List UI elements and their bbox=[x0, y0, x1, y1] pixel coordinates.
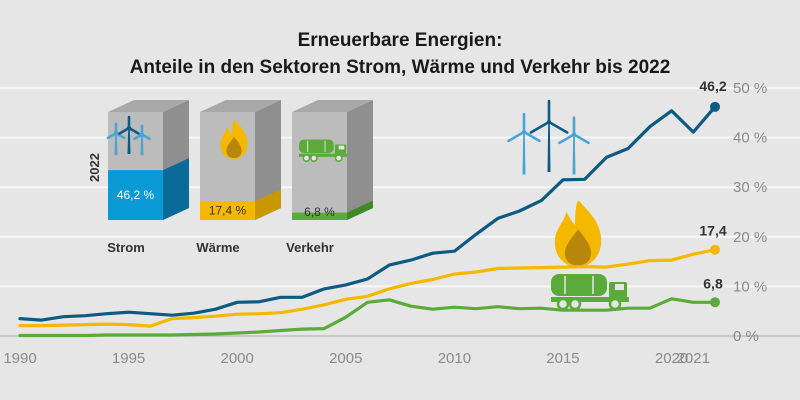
cube-value-label: 17,4 % bbox=[209, 204, 247, 218]
series-end-point-verkehr bbox=[710, 297, 720, 308]
cube-value-label: 6,8 % bbox=[304, 205, 335, 219]
y-tick-label: 10 % bbox=[733, 278, 767, 295]
cube-year-label: 2022 bbox=[87, 153, 102, 182]
x-tick-label: 2020 bbox=[655, 350, 688, 367]
chart-title: Erneuerbare Energien: bbox=[298, 30, 503, 51]
cube-value-label: 46,2 % bbox=[117, 188, 155, 202]
x-tick-label: 2021 bbox=[677, 350, 710, 367]
y-tick-label: 50 % bbox=[733, 80, 767, 97]
series-line-waerme bbox=[18, 248, 717, 328]
series-line-verkehr bbox=[18, 297, 717, 338]
end-value-label-strom: 46,2 bbox=[699, 78, 726, 94]
x-tick-label: 2005 bbox=[329, 350, 362, 367]
end-value-label-waerme: 17,4 bbox=[699, 223, 726, 239]
series-end-point-waerme bbox=[710, 244, 720, 255]
flame-icon bbox=[220, 119, 248, 159]
x-tick-label: 1995 bbox=[112, 350, 145, 367]
sector-cube-2: 17,4 % Wärme bbox=[196, 100, 281, 255]
x-tick-label: 2015 bbox=[546, 350, 579, 367]
sector-cube-3: 6,8 % Verkehr bbox=[286, 100, 373, 255]
cube-sector-label: Verkehr bbox=[286, 240, 334, 255]
cube-sector-label: Wärme bbox=[196, 240, 239, 255]
chart-subtitle: Anteile in den Sektoren Strom, Wärme und… bbox=[130, 57, 671, 78]
sector-cube-1: 46,2 % Strom bbox=[107, 100, 189, 255]
x-tick-label: 2000 bbox=[221, 350, 254, 367]
x-tick-label: 2010 bbox=[438, 350, 471, 367]
cube-sector-label: Strom bbox=[107, 240, 145, 255]
tank-truck-icon bbox=[299, 139, 348, 162]
cube-fill-level bbox=[108, 170, 163, 220]
y-tick-label: 40 % bbox=[733, 130, 767, 147]
cube-fill-level bbox=[292, 212, 347, 220]
series-line-strom bbox=[18, 105, 717, 322]
y-tick-label: 0 % bbox=[733, 328, 759, 345]
flame-icon bbox=[554, 200, 602, 267]
end-value-label-verkehr: 6,8 bbox=[703, 275, 723, 291]
series-end-point-strom bbox=[710, 101, 720, 112]
tank-truck-icon bbox=[551, 274, 629, 311]
x-tick-label: 1990 bbox=[3, 350, 36, 367]
wind-turbine-icon bbox=[106, 115, 151, 156]
wind-turbine-icon bbox=[507, 99, 590, 175]
y-tick-label: 20 % bbox=[733, 229, 767, 246]
y-tick-label: 30 % bbox=[733, 179, 767, 196]
cube-fill-level bbox=[200, 201, 255, 220]
